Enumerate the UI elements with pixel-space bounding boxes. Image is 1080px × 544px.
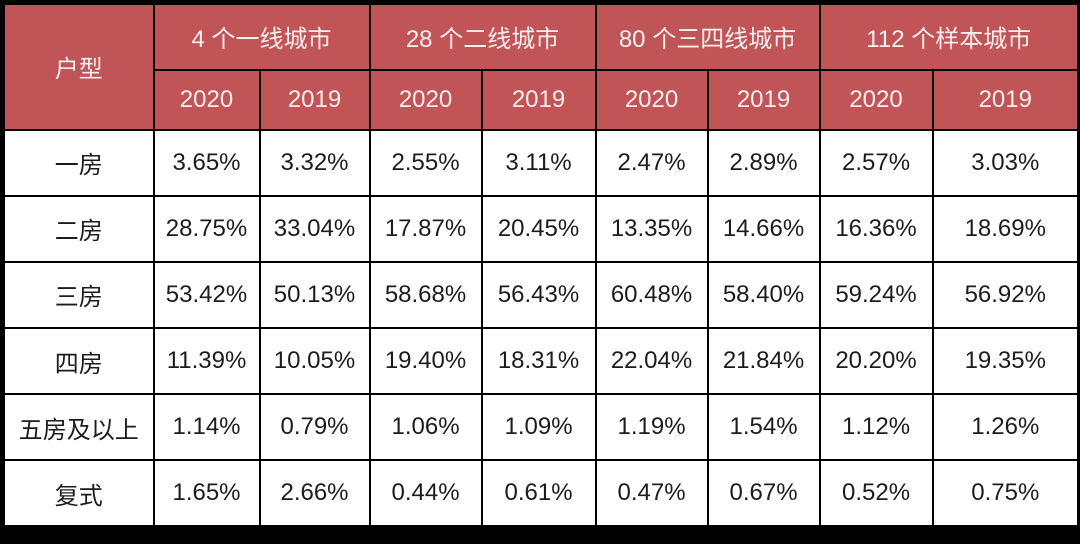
data-cell: 16.36% [818, 194, 934, 263]
data-cell: 17.87% [368, 194, 483, 263]
data-cell: 14.66% [706, 194, 821, 263]
data-cell: 1.19% [594, 393, 709, 462]
data-cell: 1.65% [152, 459, 261, 528]
data-cell: 60.48% [594, 260, 709, 329]
data-cell: 0.75% [931, 459, 1080, 528]
table-row-one-bedroom: 一房 3.65% 3.32% 2.55% 3.11% 2.47% 2.89% 2… [2, 128, 1080, 197]
data-cell: 18.31% [480, 326, 597, 396]
group-header-tier34-cities: 80 个三四线城市 [594, 2, 821, 71]
header-group-row: 户型 4 个一线城市 28 个二线城市 80 个三四线城市 112 个样本城市 [2, 2, 1080, 131]
row-label: 复式 [2, 459, 155, 528]
table-row-five-bedroom-plus: 五房及以上 1.14% 0.79% 1.06% 1.09% 1.19% 1.54… [2, 393, 1080, 462]
year-header: 2019 [480, 68, 597, 131]
row-label: 五房及以上 [2, 393, 155, 462]
housing-type-share-table-wrap: 户型 4 个一线城市 28 个二线城市 80 个三四线城市 112 个样本城市 … [2, 2, 1080, 528]
data-cell: 11.39% [152, 326, 261, 396]
year-header: 2020 [818, 68, 934, 131]
data-cell: 18.69% [931, 194, 1080, 263]
data-cell: 21.84% [706, 326, 821, 396]
data-cell: 3.03% [931, 128, 1080, 197]
data-cell: 0.47% [594, 459, 709, 528]
year-header: 2020 [594, 68, 709, 131]
data-cell: 2.47% [594, 128, 709, 197]
group-header-tier1-cities: 4 个一线城市 [152, 2, 371, 71]
housing-type-share-table: 户型 4 个一线城市 28 个二线城市 80 个三四线城市 112 个样本城市 … [2, 2, 1080, 528]
data-cell: 0.52% [818, 459, 934, 528]
data-cell: 1.06% [368, 393, 483, 462]
data-cell: 3.65% [152, 128, 261, 197]
data-cell: 58.68% [368, 260, 483, 329]
data-cell: 19.40% [368, 326, 483, 396]
data-cell: 19.35% [931, 326, 1080, 396]
data-cell: 22.04% [594, 326, 709, 396]
row-label: 二房 [2, 194, 155, 263]
year-header: 2019 [706, 68, 821, 131]
data-cell: 3.32% [258, 128, 371, 197]
data-cell: 10.05% [258, 326, 371, 396]
row-label: 四房 [2, 326, 155, 396]
data-cell: 1.26% [931, 393, 1080, 462]
data-cell: 13.35% [594, 194, 709, 263]
data-cell: 20.20% [818, 326, 934, 396]
data-cell: 2.66% [258, 459, 371, 528]
data-cell: 56.92% [931, 260, 1080, 329]
data-cell: 1.09% [480, 393, 597, 462]
data-cell: 50.13% [258, 260, 371, 329]
data-cell: 53.42% [152, 260, 261, 329]
row-label: 三房 [2, 260, 155, 329]
data-cell: 0.44% [368, 459, 483, 528]
data-cell: 1.12% [818, 393, 934, 462]
year-header: 2019 [258, 68, 371, 131]
data-cell: 1.14% [152, 393, 261, 462]
header-year-row: 2020 2019 2020 2019 2020 2019 2020 2019 [4, 68, 1080, 131]
table-row-three-bedroom: 三房 53.42% 50.13% 58.68% 56.43% 60.48% 58… [2, 260, 1080, 329]
year-header: 2020 [152, 68, 261, 131]
data-cell: 33.04% [258, 194, 371, 263]
data-cell: 56.43% [480, 260, 597, 329]
data-cell: 1.54% [706, 393, 821, 462]
group-header-tier2-cities: 28 个二线城市 [368, 2, 597, 71]
table-row-duplex: 复式 1.65% 2.66% 0.44% 0.61% 0.47% 0.67% 0… [2, 459, 1080, 528]
corner-header-housing-type: 户型 [2, 2, 155, 131]
data-cell: 58.40% [706, 260, 821, 329]
year-header: 2019 [931, 68, 1080, 131]
data-cell: 2.89% [706, 128, 821, 197]
data-cell: 28.75% [152, 194, 261, 263]
data-cell: 59.24% [818, 260, 934, 329]
data-cell: 0.79% [258, 393, 371, 462]
data-cell: 20.45% [480, 194, 597, 263]
data-cell: 0.61% [480, 459, 597, 528]
data-cell: 3.11% [480, 128, 597, 197]
table-row-four-bedroom: 四房 11.39% 10.05% 19.40% 18.31% 22.04% 21… [2, 326, 1080, 396]
row-label: 一房 [2, 128, 155, 197]
data-cell: 2.55% [368, 128, 483, 197]
table-row-two-bedroom: 二房 28.75% 33.04% 17.87% 20.45% 13.35% 14… [2, 194, 1080, 263]
data-cell: 0.67% [706, 459, 821, 528]
group-header-sample-cities: 112 个样本城市 [818, 2, 1080, 71]
year-header: 2020 [368, 68, 483, 131]
data-cell: 2.57% [818, 128, 934, 197]
